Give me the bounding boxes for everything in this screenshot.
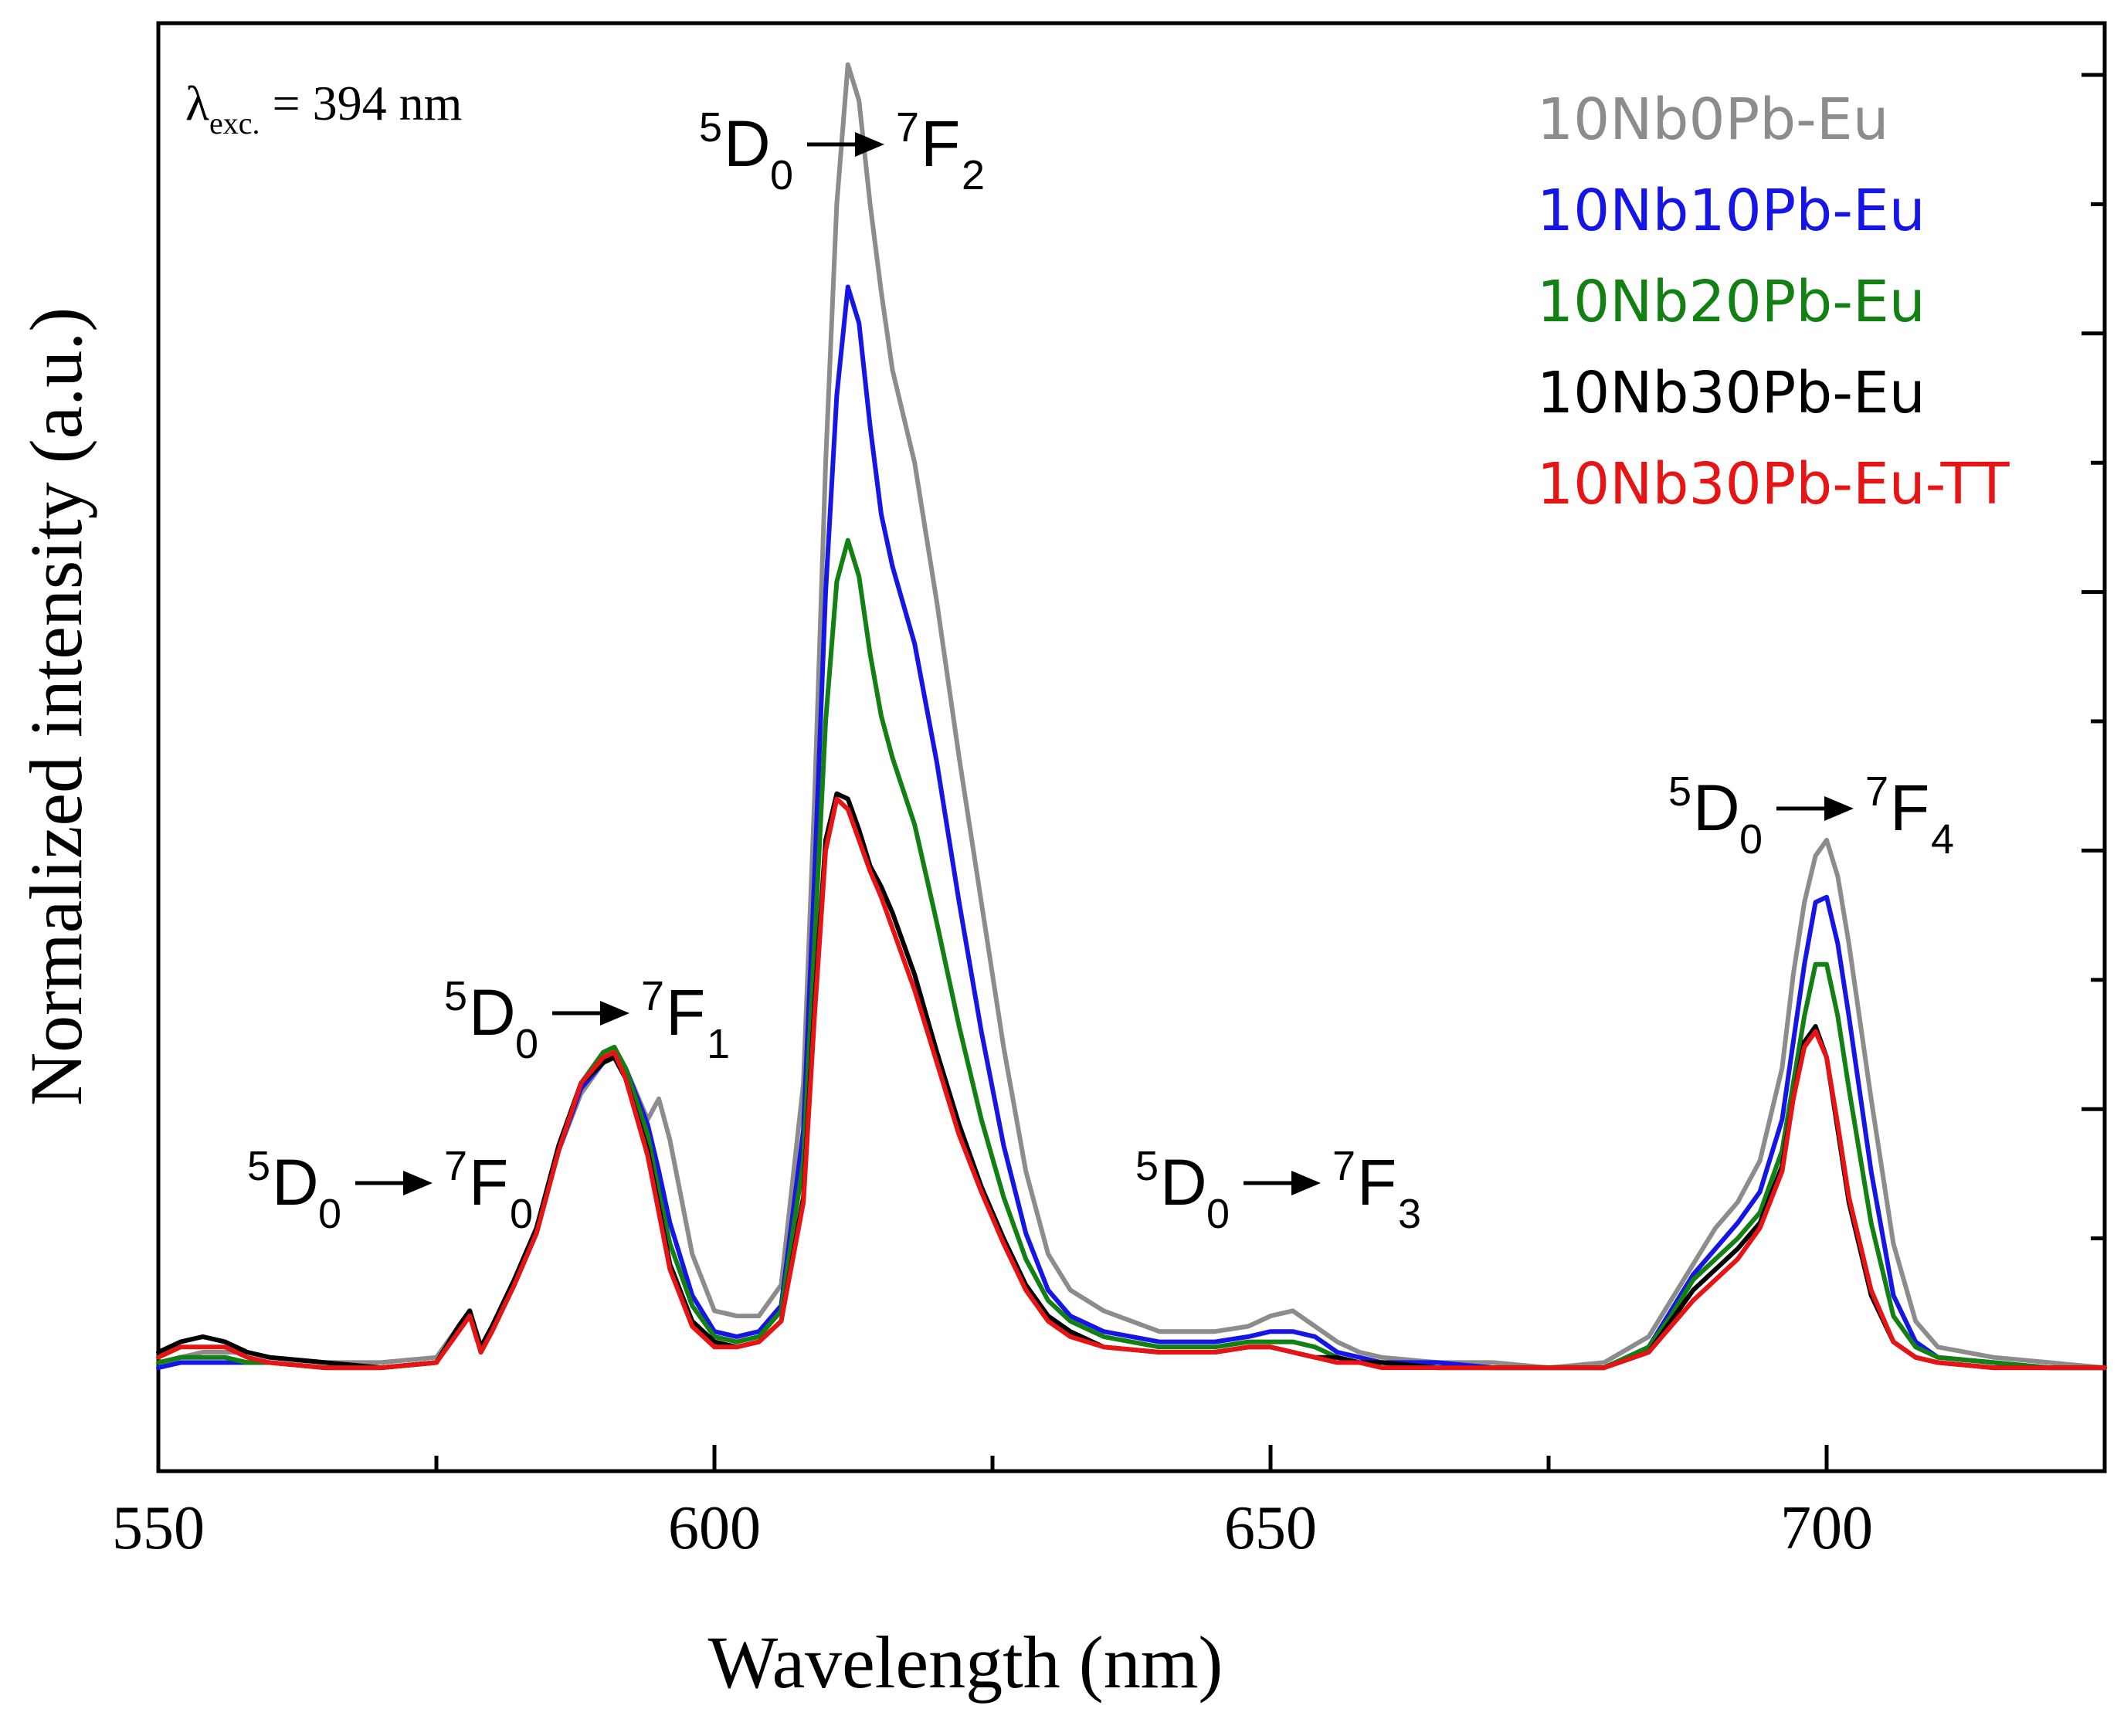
lower-superscript: 7 bbox=[1865, 768, 1888, 815]
x-tick-labels: 550 600 650 700 bbox=[112, 1494, 1873, 1562]
upper-subscript: 0 bbox=[770, 152, 793, 198]
upper-term: D bbox=[1160, 1146, 1207, 1219]
x-tick-label-700: 700 bbox=[1780, 1494, 1873, 1562]
upper-term: D bbox=[1693, 771, 1740, 844]
lower-subscript: 3 bbox=[1398, 1191, 1421, 1237]
transition-label-4: 5 D 0 7 F 4 bbox=[1668, 768, 1954, 863]
upper-term: D bbox=[469, 976, 516, 1049]
upper-subscript: 0 bbox=[515, 1021, 538, 1067]
lower-subscript: 2 bbox=[962, 152, 985, 198]
transition-arrow-head bbox=[1824, 796, 1854, 821]
excitation-label: λexc. = 394 nm bbox=[185, 76, 462, 141]
x-tick-label-650: 650 bbox=[1224, 1494, 1317, 1562]
upper-subscript: 0 bbox=[1739, 816, 1763, 863]
upper-superscript: 5 bbox=[1135, 1143, 1159, 1189]
upper-subscript: 0 bbox=[1206, 1191, 1230, 1237]
transition-label-0: 5 D 07 F 0 bbox=[247, 1143, 533, 1237]
legend: 10Nb0Pb-Eu 10Nb10Pb-Eu 10Nb20Pb-Eu 10Nb30Pb… bbox=[1537, 86, 2010, 517]
transition-arrow-head bbox=[403, 1171, 433, 1195]
legend-entry-10Nb30Pb-Eu: 10Nb30Pb-Eu bbox=[1537, 360, 1926, 426]
lower-term: F bbox=[666, 976, 705, 1049]
x-axis-title: Wavelength (nm) bbox=[708, 1621, 1223, 1704]
transition-arrow-head bbox=[1291, 1171, 1321, 1195]
lower-superscript: 7 bbox=[1332, 1143, 1355, 1189]
transition-arrow-head bbox=[600, 1001, 629, 1026]
lower-superscript: 7 bbox=[444, 1143, 467, 1189]
series-line-10Nb30Pb-Eu-TT bbox=[156, 796, 2107, 1371]
lower-subscript: 4 bbox=[1931, 816, 1954, 863]
legend-entry-10Nb0Pb-Eu: 10Nb0Pb-Eu bbox=[1537, 86, 1889, 153]
lower-superscript: 7 bbox=[896, 104, 919, 151]
lower-subscript: 0 bbox=[510, 1191, 533, 1237]
upper-term: D bbox=[272, 1146, 319, 1219]
legend-entry-10Nb10Pb-Eu: 10Nb10Pb-Eu bbox=[1537, 178, 1926, 244]
lower-subscript: 1 bbox=[707, 1021, 730, 1067]
upper-subscript: 0 bbox=[318, 1191, 341, 1237]
transition-labels: 5 D 07 F 05 D 07 F 15 D 07 F 25 D 07 F 35 D 07 F 4 bbox=[247, 104, 1954, 1237]
lower-term: F bbox=[921, 107, 960, 180]
legend-entry-10Nb20Pb-Eu: 10Nb20Pb-Eu bbox=[1537, 269, 1926, 335]
upper-superscript: 5 bbox=[1668, 768, 1691, 815]
transition-label-3: 5 D 0 7 F 3 bbox=[1135, 1143, 1421, 1237]
transition-arrow-head bbox=[855, 132, 884, 157]
lower-term: F bbox=[1357, 1146, 1396, 1219]
upper-superscript: 5 bbox=[247, 1143, 270, 1189]
upper-superscript: 5 bbox=[699, 104, 722, 151]
excitation-value: = 394 nm bbox=[260, 76, 463, 131]
upper-term: D bbox=[724, 107, 771, 180]
lower-term: F bbox=[1890, 771, 1929, 844]
plot-frame bbox=[156, 21, 2107, 1473]
series-lines bbox=[156, 62, 2107, 1371]
legend-entry-10Nb30Pb-Eu-TT: 10Nb30Pb-Eu-TT bbox=[1537, 451, 2010, 517]
x-tick-label-550: 550 bbox=[112, 1494, 205, 1562]
lower-term: F bbox=[469, 1146, 508, 1219]
y-axis-title: Normalized intensity (a.u.) bbox=[15, 307, 97, 1106]
x-tick-label-600: 600 bbox=[668, 1494, 761, 1562]
transition-label-2: 5 D 0 7 F 2 bbox=[699, 104, 985, 198]
transition-label-1: 5 D 0 7 F 1 bbox=[444, 973, 730, 1067]
excitation-subscript: exc. bbox=[209, 106, 260, 141]
excitation-symbol: λ bbox=[185, 76, 209, 131]
lower-superscript: 7 bbox=[641, 973, 664, 1019]
upper-superscript: 5 bbox=[444, 973, 467, 1019]
